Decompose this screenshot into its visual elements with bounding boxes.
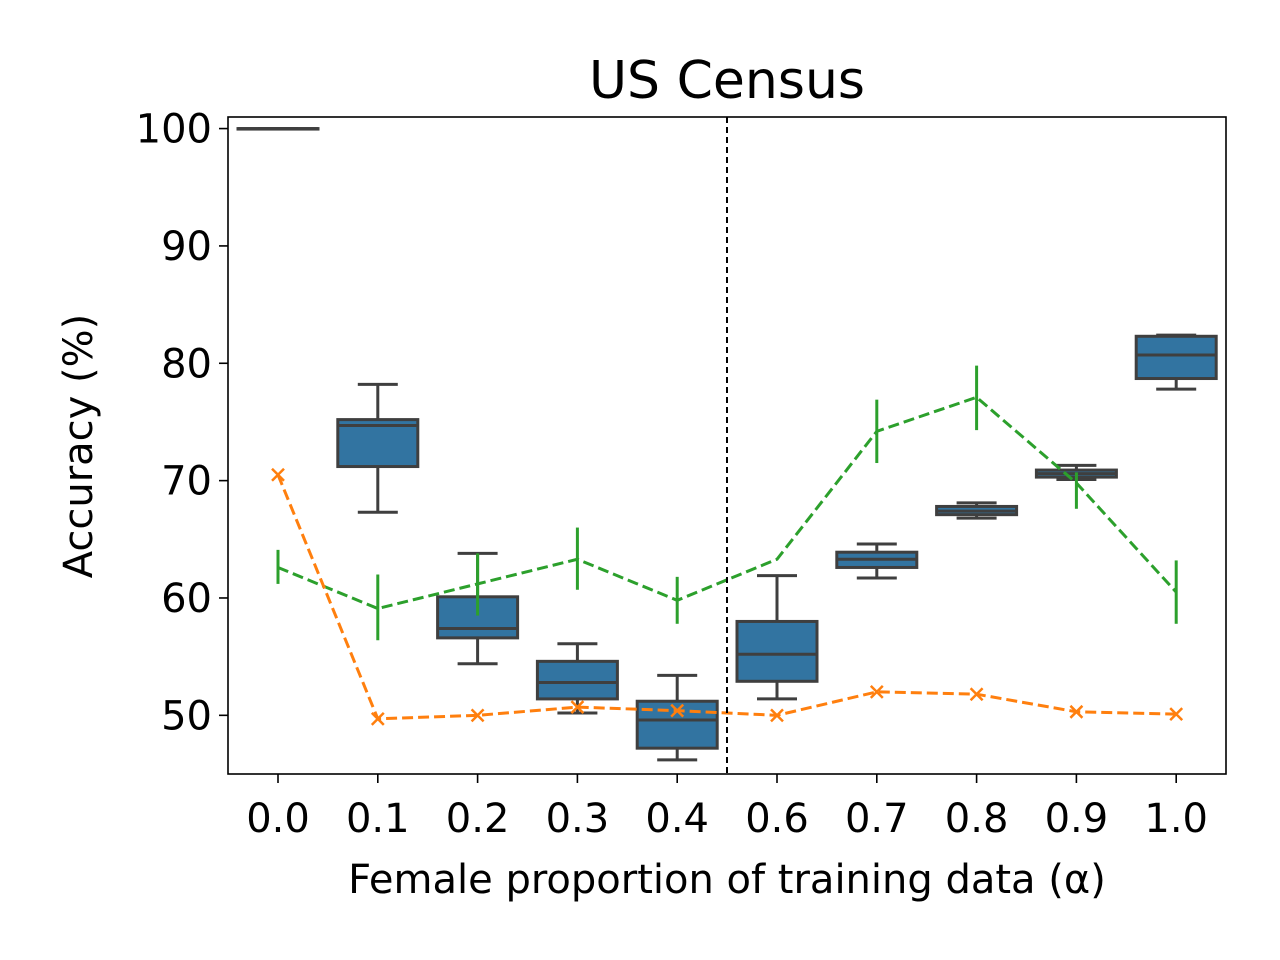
series-point-x-marker: [570, 700, 585, 714]
box-body: [735, 619, 819, 683]
y-tick-label: 70: [161, 459, 212, 505]
box-0.8: [935, 501, 1019, 520]
box-body: [1134, 334, 1218, 381]
x-tick-label: 0.9: [1045, 796, 1109, 842]
series-point-x-marker: [1169, 707, 1184, 722]
series-point-x-marker: [869, 684, 884, 699]
box-plots: [236, 127, 1218, 762]
series-point-x-marker: [1069, 704, 1084, 719]
box-0.0: [236, 127, 320, 131]
x-tick-label: 0.1: [346, 796, 410, 842]
chart-title: US Census: [589, 51, 865, 111]
box-body: [535, 659, 619, 701]
y-tick-label: 90: [161, 224, 212, 270]
y-tick-label: 50: [161, 693, 212, 739]
x-tick-label: 0.3: [546, 796, 610, 842]
x-tick-label: 0.4: [645, 796, 709, 842]
series-point-x-marker: [271, 467, 285, 482]
box-0.6: [735, 574, 819, 701]
x-tick-label: 0.0: [246, 796, 310, 842]
box-1.0: [1134, 333, 1218, 391]
x-axis-label: Female proportion of training data (α): [348, 857, 1106, 903]
box-0.7: [835, 542, 919, 580]
series-1: [276, 365, 1178, 641]
box-0.1: [336, 382, 420, 514]
x-tick-label: 1.0: [1144, 796, 1208, 842]
x-tick-label: 0.6: [745, 796, 809, 842]
series-point-x-marker: [770, 708, 784, 723]
x-tick-label: 0.2: [446, 796, 510, 842]
x-tick-label: 0.7: [845, 796, 909, 842]
box-body: [336, 418, 420, 469]
y-axis-ticks: 50 60 70 80 90 100: [136, 107, 228, 739]
x-axis-ticks: 0.0 0.1 0.2 0.3 0.4 0.6 0.7 0.8 0.9 1.0: [246, 774, 1208, 842]
y-tick-label: 60: [161, 576, 212, 622]
box-0.3: [535, 642, 619, 715]
series-point-x-marker: [470, 708, 485, 723]
series-point-x-marker: [670, 703, 685, 718]
x-tick-label: 0.8: [945, 796, 1009, 842]
series-point-x-marker: [370, 711, 385, 726]
box-0.4: [635, 673, 719, 762]
series-point-x-marker: [969, 687, 984, 702]
plot-frame: [227, 116, 1227, 775]
y-tick-label: 100: [136, 107, 212, 153]
y-axis-label: Accuracy (%): [56, 314, 102, 579]
y-tick-label: 80: [161, 341, 212, 387]
